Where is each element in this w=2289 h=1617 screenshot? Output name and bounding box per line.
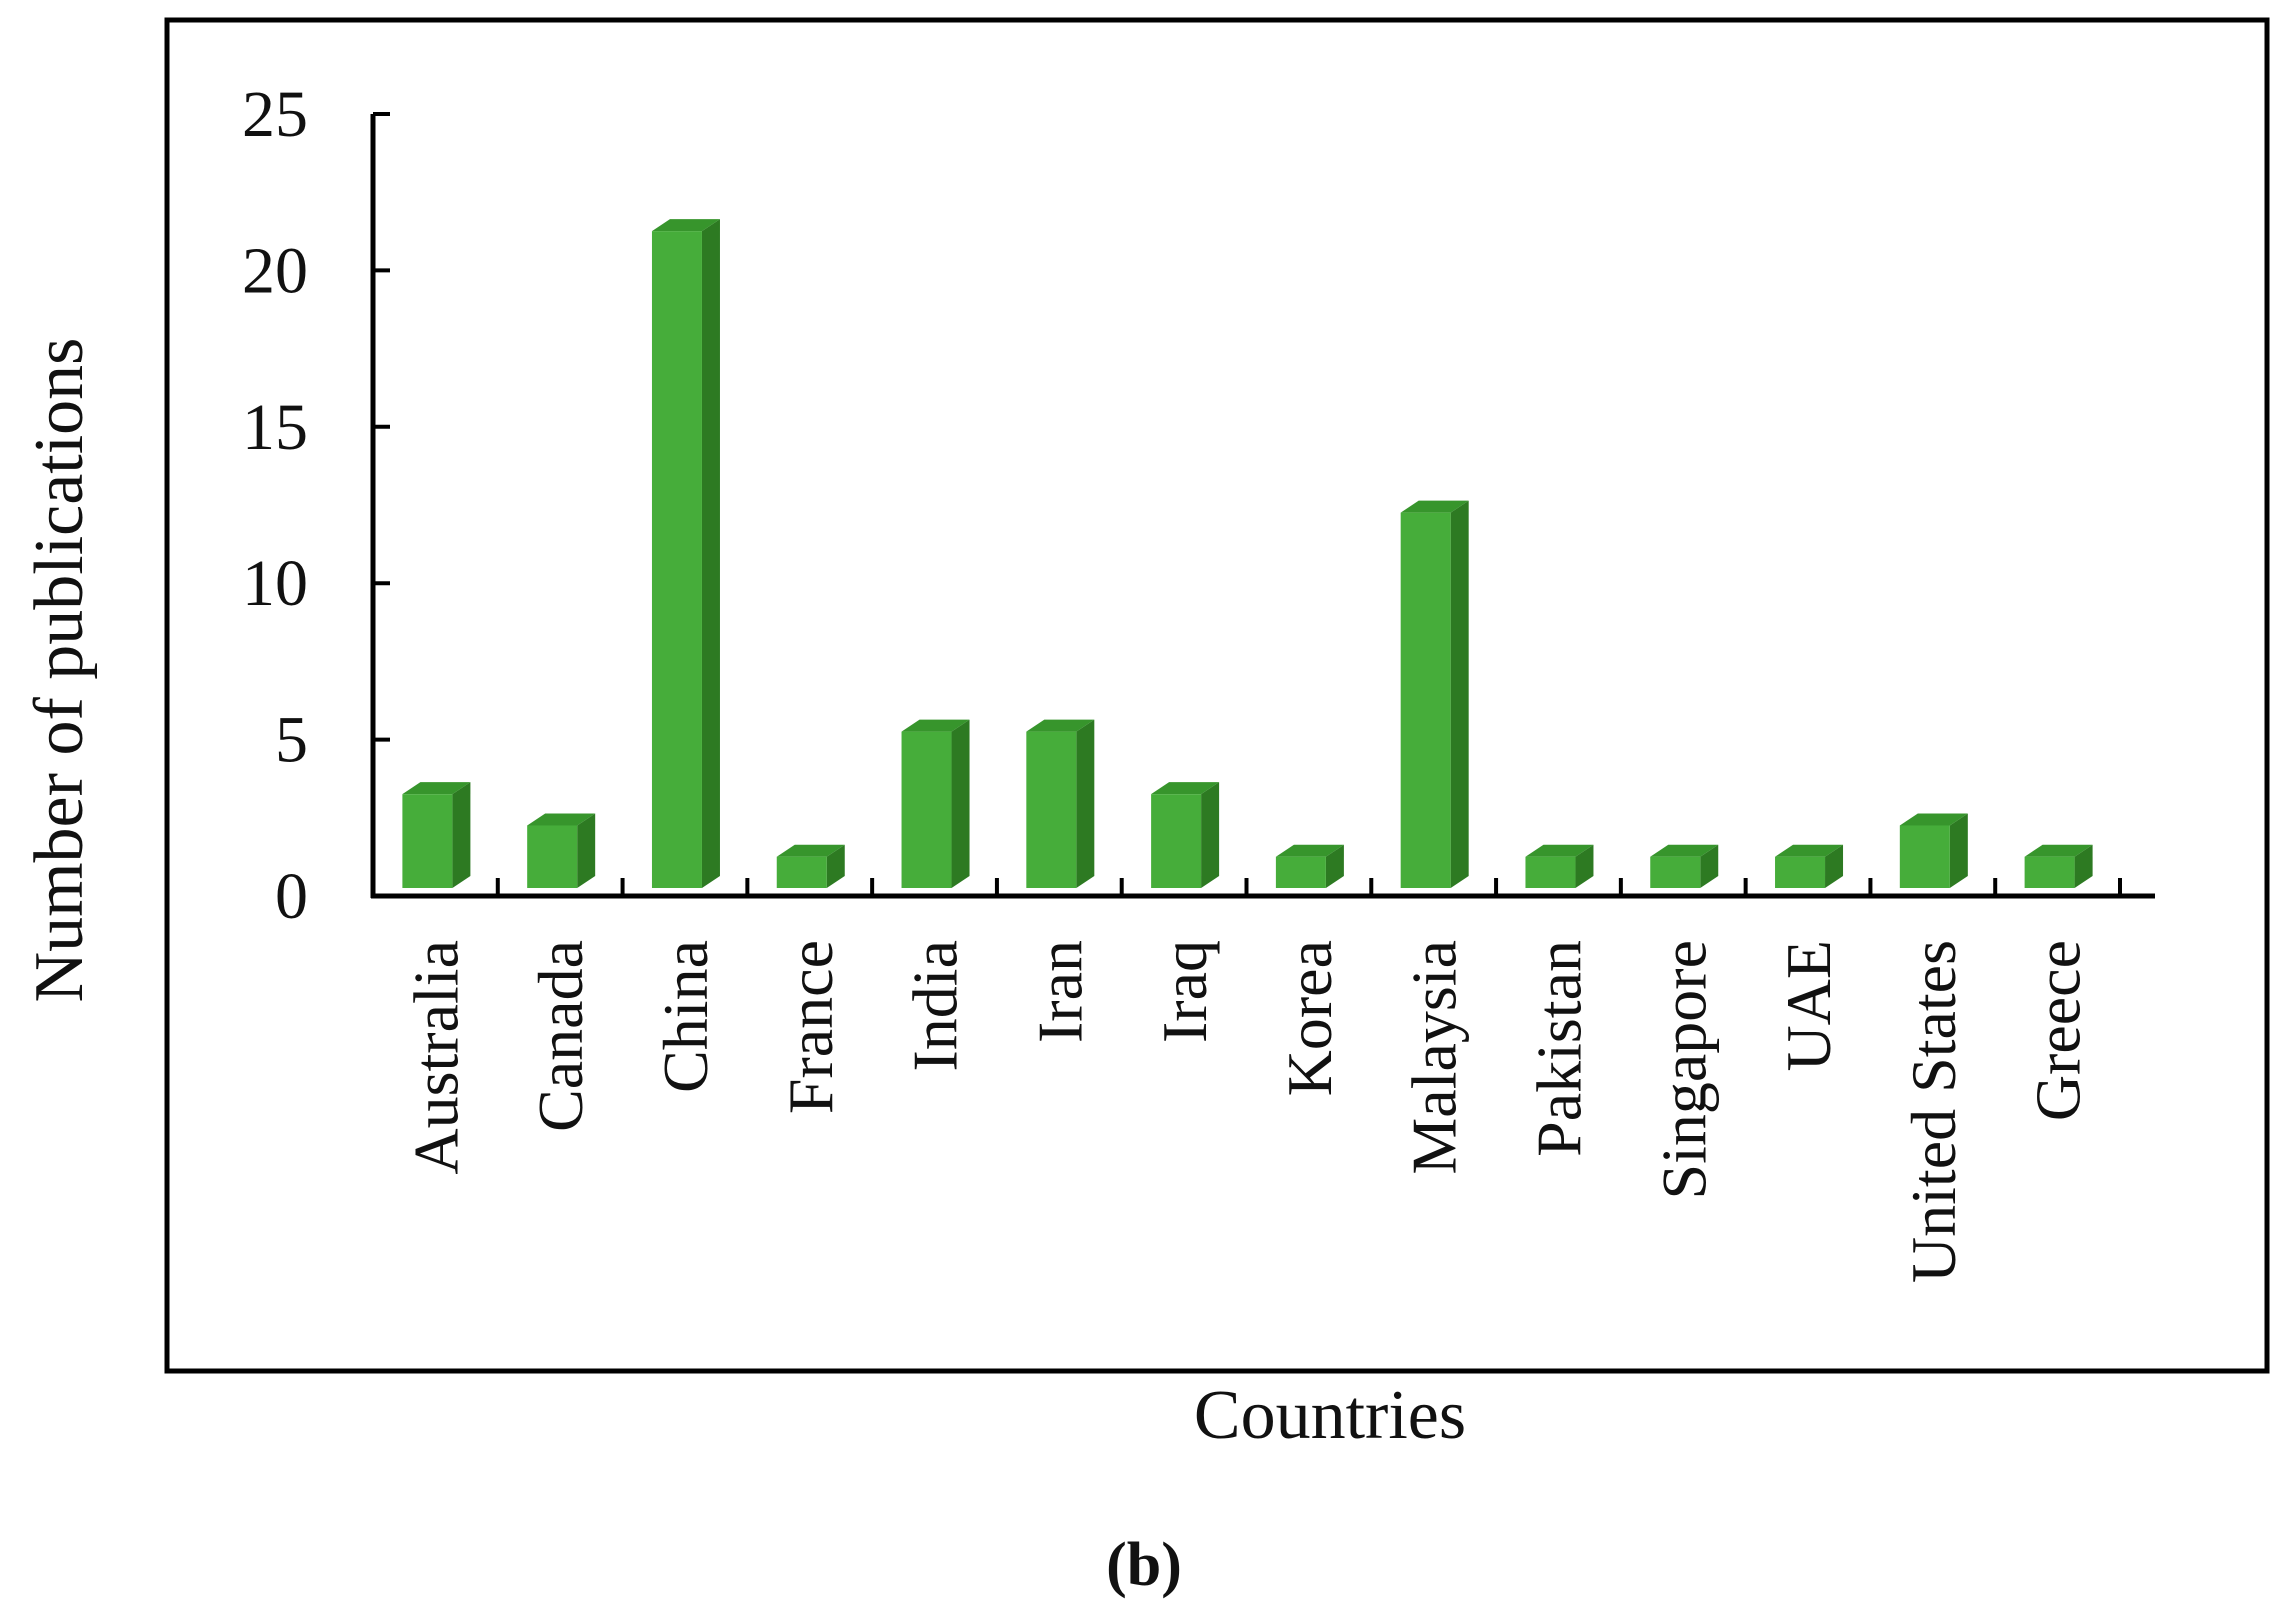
bar-france xyxy=(776,844,845,888)
bar-top xyxy=(1525,844,1594,857)
y-tick-label: 5 xyxy=(275,704,308,777)
x-tick-label: Iran xyxy=(1024,940,1095,1043)
bar-front xyxy=(1400,512,1451,888)
bar-top xyxy=(1775,844,1844,857)
y-tick-label: 0 xyxy=(275,860,308,933)
y-tick-label: 15 xyxy=(242,391,308,464)
bar-side xyxy=(1700,844,1719,888)
bar-australia xyxy=(402,782,471,888)
bar-india xyxy=(901,719,970,888)
bar-side xyxy=(577,813,596,888)
bar-malaysia xyxy=(1400,500,1469,888)
bar-front xyxy=(402,794,453,888)
bar-top xyxy=(1400,500,1469,513)
bar-greece xyxy=(2024,844,2093,888)
x-tick-label: India xyxy=(900,940,971,1072)
bar-front xyxy=(1525,856,1576,888)
x-labels-layer: Australia Canada China France India Iran Iraq K… xyxy=(400,940,2093,1283)
bar-pakistan xyxy=(1525,844,1594,888)
bars-layer xyxy=(402,219,2093,888)
bar-side xyxy=(701,219,720,888)
bar-top xyxy=(1275,844,1344,857)
bar-top xyxy=(1026,719,1095,732)
bar-front xyxy=(1775,856,1826,888)
bar-top xyxy=(1151,782,1220,795)
bar-side xyxy=(1325,844,1344,888)
bar-side xyxy=(2074,844,2093,888)
x-tick-label: UAE xyxy=(1773,940,1844,1072)
bar-front xyxy=(1899,825,1950,888)
bar-top xyxy=(402,782,471,795)
bar-top xyxy=(901,719,970,732)
bar-front xyxy=(1026,731,1077,888)
bar-side xyxy=(1825,844,1844,888)
y-axis-title: Number of publications xyxy=(21,338,98,1003)
bar-front xyxy=(2024,856,2075,888)
bar-front xyxy=(776,856,827,888)
bar-side xyxy=(951,719,970,888)
x-tick-label: United States xyxy=(1898,940,1969,1283)
bar-top xyxy=(2024,844,2093,857)
bar-side xyxy=(452,782,471,888)
chart-frame xyxy=(164,17,2270,1374)
bar-front xyxy=(527,825,578,888)
bar-top xyxy=(1650,844,1719,857)
x-tick-label: Greece xyxy=(2023,940,2094,1121)
y-tick-label: 20 xyxy=(242,234,308,307)
figure-caption: (b) xyxy=(1106,1531,1182,1599)
bar-top xyxy=(651,219,720,232)
bar-side xyxy=(1450,500,1469,888)
bar-side xyxy=(1201,782,1220,888)
bar-side xyxy=(1949,813,1968,888)
bar-side xyxy=(1076,719,1095,888)
x-tick-label: Iraq xyxy=(1149,940,1220,1043)
bar-front xyxy=(901,731,952,888)
x-tick-label: China xyxy=(650,940,721,1093)
bar-uae xyxy=(1775,844,1844,888)
x-tick-label: Korea xyxy=(1274,940,1345,1096)
x-tick-label: Singapore xyxy=(1648,940,1719,1200)
bar-china xyxy=(651,219,720,888)
bar-korea xyxy=(1275,844,1344,888)
bar-front xyxy=(651,231,702,888)
bar-canada xyxy=(527,813,596,888)
bar-top xyxy=(776,844,845,857)
bar-iran xyxy=(1026,719,1095,888)
bar-iraq xyxy=(1151,782,1220,888)
x-tick-label: France xyxy=(775,940,846,1114)
bar-side xyxy=(826,844,845,888)
x-axis-title: Countries xyxy=(1194,1377,1466,1454)
y-ticks-layer: 0 5 10 15 20 25 xyxy=(242,78,390,933)
bar-top xyxy=(527,813,596,826)
x-tick-label: Malaysia xyxy=(1399,940,1470,1175)
bar-front xyxy=(1275,856,1326,888)
x-ticks-layer xyxy=(495,878,2122,896)
bar-front xyxy=(1650,856,1701,888)
y-tick-label: 25 xyxy=(242,78,308,151)
x-tick-label: Canada xyxy=(525,940,596,1132)
bar-side xyxy=(1575,844,1594,888)
bar-united-states xyxy=(1899,813,1968,888)
x-tick-label: Australia xyxy=(400,940,471,1175)
bar-singapore xyxy=(1650,844,1719,888)
y-tick-label: 10 xyxy=(242,547,308,620)
bar-top xyxy=(1899,813,1968,826)
bar-front xyxy=(1151,794,1202,888)
x-tick-label: Pakistan xyxy=(1523,940,1594,1157)
